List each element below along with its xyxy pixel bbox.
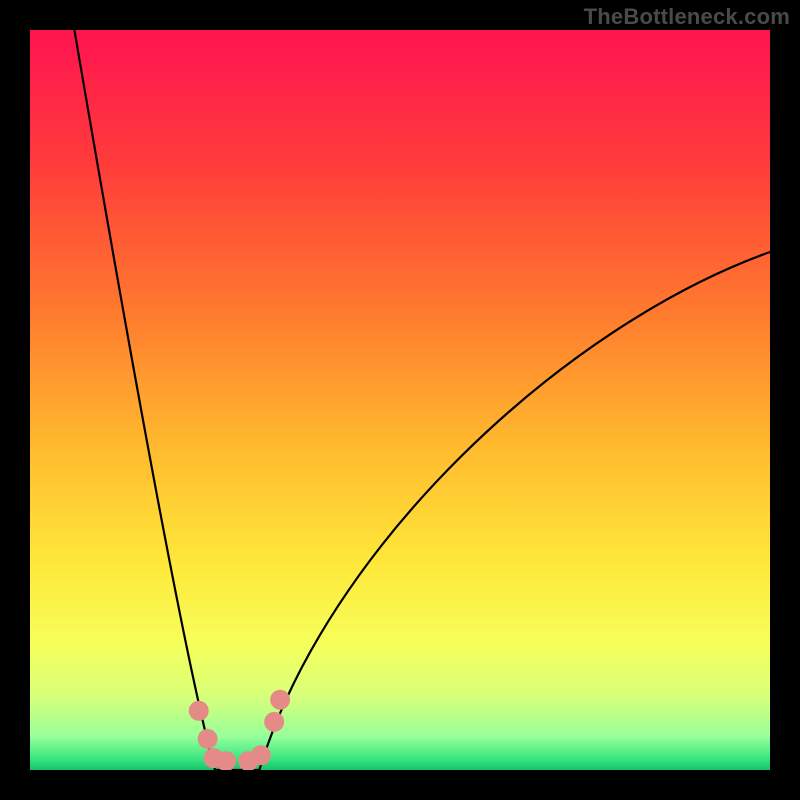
bottleneck-chart xyxy=(30,30,770,770)
watermark-text: TheBottleneck.com xyxy=(584,4,790,30)
data-point xyxy=(251,745,271,765)
data-point xyxy=(264,712,284,732)
data-point xyxy=(270,690,290,710)
data-point xyxy=(198,729,218,749)
data-point xyxy=(189,701,209,721)
chart-frame: TheBottleneck.com xyxy=(0,0,800,800)
gradient-rect xyxy=(30,30,770,770)
